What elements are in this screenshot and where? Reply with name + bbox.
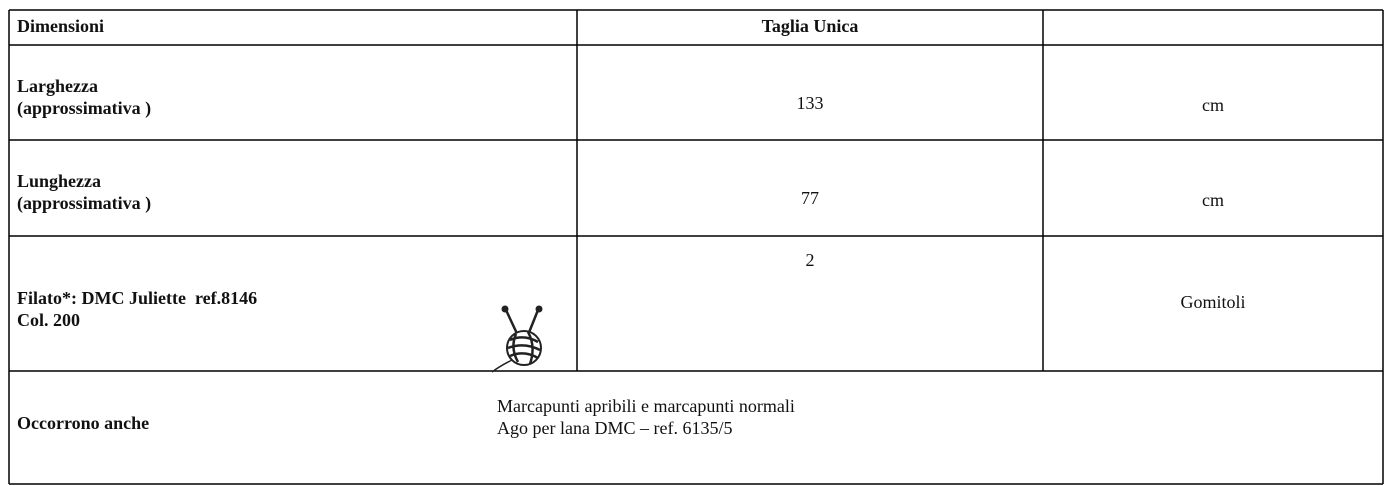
row-label: Larghezza xyxy=(17,76,98,96)
yarn-icon xyxy=(491,305,543,373)
table-borders xyxy=(8,9,1384,485)
header-cell: Taglia Unica xyxy=(762,16,859,36)
row-label: (approssimativa ) xyxy=(17,193,151,214)
extra-label: Occorrono anche xyxy=(17,413,149,433)
row-unit: Gomitoli xyxy=(1180,292,1245,312)
extra-note: Marcapunti apribili e marcapunti normali xyxy=(497,396,795,416)
row-value: 133 xyxy=(797,93,824,113)
row-label: Col. 200 xyxy=(17,310,80,330)
row-unit: cm xyxy=(1202,95,1224,115)
header-cell: Dimensioni xyxy=(17,16,104,36)
row-value: 2 xyxy=(806,250,815,270)
row-label: Filato*: DMC Juliette ref.8146 xyxy=(17,288,257,308)
row-unit: cm xyxy=(1202,190,1224,210)
extra-note: Ago per lana DMC – ref. 6135/5 xyxy=(497,418,732,438)
row-label: Lunghezza xyxy=(17,171,101,191)
row-value: 77 xyxy=(801,188,819,208)
row-label: (approssimativa ) xyxy=(17,98,151,119)
